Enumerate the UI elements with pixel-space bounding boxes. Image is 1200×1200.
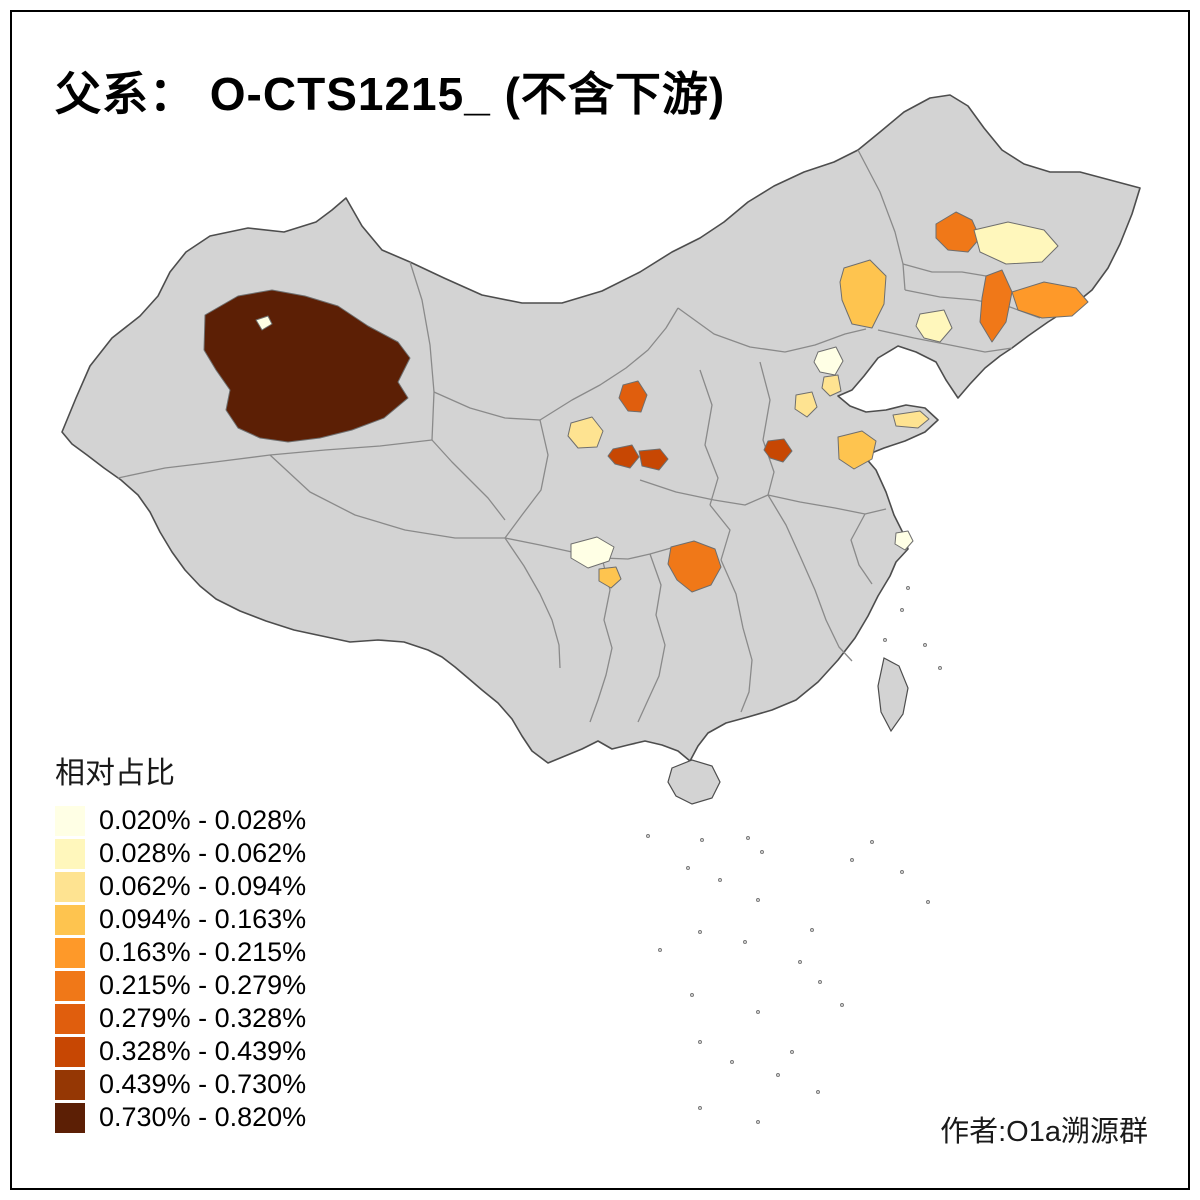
island-dot (900, 608, 904, 612)
choropleth-region-hebei-central (794, 391, 818, 418)
legend-rows: 0.020% - 0.028% 0.028% - 0.062% 0.062% - 0… (55, 804, 306, 1134)
island-dot (926, 900, 930, 904)
legend-label: 0.730% - 0.820% (99, 1102, 307, 1132)
legend-row: 0.279% - 0.328% (55, 1002, 306, 1035)
legend-label: 0.279% - 0.328% (99, 1003, 307, 1033)
choropleth-region-gansu-southeast-b (638, 448, 669, 471)
island-dot (883, 638, 887, 642)
choropleth-region-inner-mongolia-east (839, 259, 887, 329)
island-dot (938, 666, 942, 670)
legend: 相对占比 0.020% - 0.028% 0.028% - 0.062% 0.062… (55, 748, 306, 1134)
island-dot (756, 1120, 760, 1124)
legend-label: 0.328% - 0.439% (99, 1036, 307, 1066)
island-dot (743, 940, 747, 944)
choropleth-region-southern-xinjiang (203, 289, 411, 443)
legend-swatch (55, 838, 85, 869)
island-dot (790, 1050, 794, 1054)
legend-label: 0.163% - 0.215% (99, 937, 307, 967)
author-credit: 作者:O1a溯源群 (940, 1116, 1148, 1148)
island-dot (850, 858, 854, 862)
legend-row: 0.328% - 0.439% (55, 1035, 306, 1068)
island-dot (658, 948, 662, 952)
choropleth-region-harbin (973, 221, 1059, 265)
legend-swatch (55, 805, 85, 836)
south-china-sea-islands (646, 586, 942, 1124)
legend-swatch (55, 871, 85, 902)
island-dot (646, 834, 650, 838)
legend-row: 0.094% - 0.163% (55, 903, 306, 936)
island-dot (906, 586, 910, 590)
legend-label: 0.215% - 0.279% (99, 970, 307, 1000)
legend-label: 0.094% - 0.163% (99, 904, 307, 934)
choropleth-region-shanghai (894, 530, 914, 551)
island-dot (698, 1106, 702, 1110)
choropleth-region-shandong-west (837, 430, 877, 470)
island-dot (776, 1073, 780, 1077)
choropleth-region-jilin-city (979, 269, 1013, 343)
island-dot (746, 836, 750, 840)
island-dot (730, 1060, 734, 1064)
island-dot (700, 838, 704, 842)
choropleth-region-sichuan-south (598, 566, 622, 589)
legend-swatch (55, 1036, 85, 1067)
island-dot (698, 930, 702, 934)
island-dot (718, 878, 722, 882)
island-dot (798, 960, 802, 964)
figure-title: 父系： O-CTS1215_ (不含下游) (55, 68, 726, 120)
legend-title: 相对占比 (55, 757, 175, 790)
choropleth-region-xinjiang-enclave (255, 315, 273, 331)
legend-swatch (55, 1069, 85, 1100)
island-dot (840, 1003, 844, 1007)
legend-row: 0.730% - 0.820% (55, 1101, 306, 1134)
choropleth-region-shandong-tip (892, 410, 930, 429)
island-dot (756, 898, 760, 902)
legend-swatch (55, 1102, 85, 1133)
legend-label: 0.062% - 0.094% (99, 871, 307, 901)
highlighted-prefectures (203, 211, 1089, 593)
choropleth-region-changchun (915, 309, 953, 343)
legend-swatch (55, 1003, 85, 1034)
legend-row: 0.028% - 0.062% (55, 837, 306, 870)
island-dot (900, 870, 904, 874)
legend-row: 0.215% - 0.279% (55, 969, 306, 1002)
island-dot (818, 980, 822, 984)
island-dot (760, 850, 764, 854)
legend-row: 0.439% - 0.730% (55, 1068, 306, 1101)
legend-swatch (55, 970, 85, 1001)
island-dot (698, 1040, 702, 1044)
province-borders (117, 149, 1041, 723)
legend-swatch (55, 937, 85, 968)
island-dot (810, 928, 814, 932)
island-dot (686, 866, 690, 870)
island-dot (870, 840, 874, 844)
legend-row: 0.163% - 0.215% (55, 936, 306, 969)
choropleth-region-yanbian (1011, 281, 1089, 319)
choropleth-region-gansu-southeast-a (607, 444, 640, 469)
choropleth-region-chengdu (570, 536, 615, 569)
island-dot (816, 1090, 820, 1094)
legend-label: 0.439% - 0.730% (99, 1069, 307, 1099)
legend-swatch (55, 904, 85, 935)
hainan-island (667, 759, 721, 805)
island-dot (923, 643, 927, 647)
choropleth-region-heilongjiang-west (935, 211, 981, 253)
choropleth-region-gansu-north (618, 380, 648, 413)
choropleth-region-gansu-west (567, 416, 604, 449)
choropleth-region-hebei-south (763, 438, 793, 463)
legend-row: 0.062% - 0.094% (55, 870, 306, 903)
island-dot (690, 993, 694, 997)
legend-row: 0.020% - 0.028% (55, 804, 306, 837)
taiwan-island (877, 657, 909, 733)
islands (667, 657, 909, 805)
legend-label: 0.028% - 0.062% (99, 838, 307, 868)
choropleth-region-chongqing (667, 540, 722, 593)
choropleth-region-tianjin (821, 374, 842, 397)
legend-label: 0.020% - 0.028% (99, 805, 307, 835)
island-dot (756, 1010, 760, 1014)
